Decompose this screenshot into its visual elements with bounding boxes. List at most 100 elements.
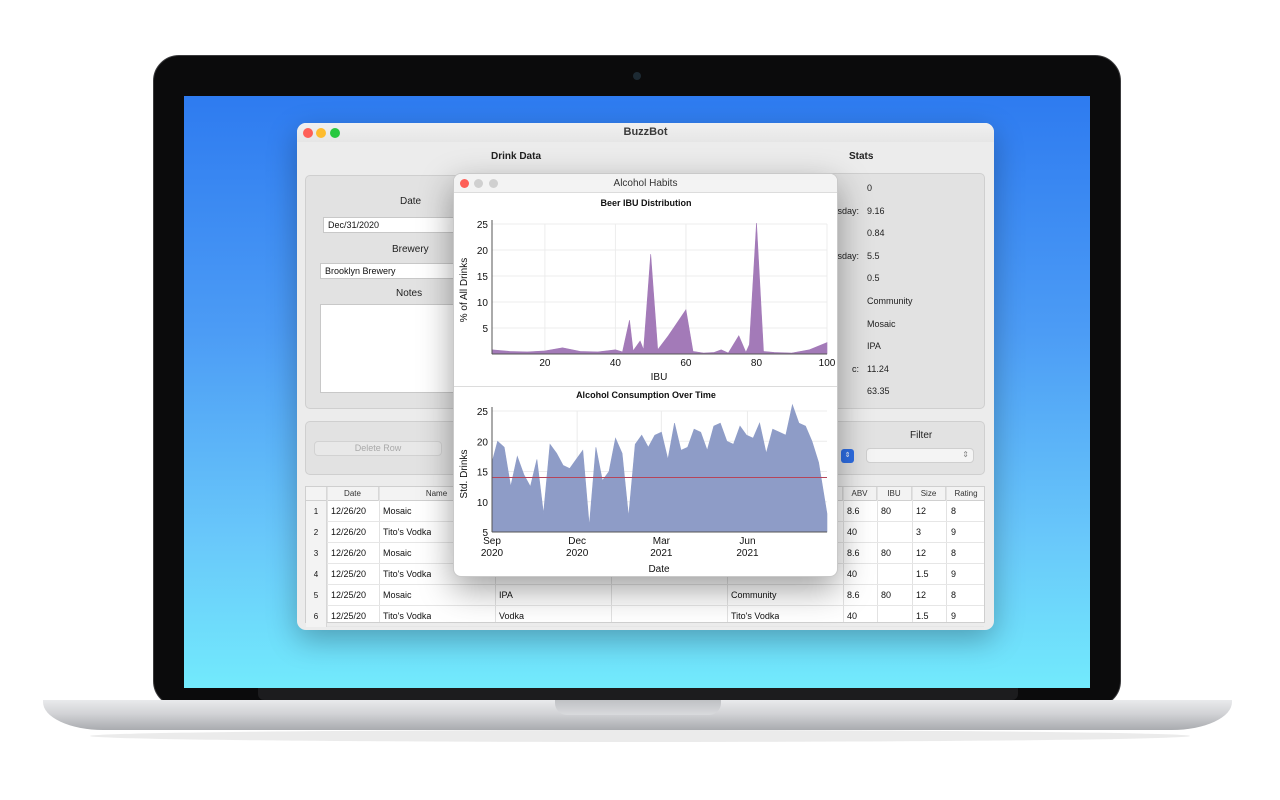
column-header-date[interactable]: Date bbox=[327, 487, 379, 501]
table-cell-rating[interactable]: 8 bbox=[951, 506, 957, 516]
table-cell-type[interactable]: Vodka bbox=[499, 611, 525, 621]
table-cell-date[interactable]: 12/26/20 bbox=[331, 506, 367, 516]
chevron-updown-icon: ⇕ bbox=[962, 450, 969, 459]
minimize-button[interactable] bbox=[316, 128, 326, 138]
row-number[interactable]: 1 bbox=[306, 501, 327, 522]
table-cell-size[interactable]: 12 bbox=[916, 506, 927, 516]
table-row[interactable]: 6 12/25/20 Tito's Vodka Vodka Tito's Vodka 40… bbox=[306, 606, 984, 627]
x-tick-label: Dec 2020 bbox=[566, 536, 589, 559]
column-select-stepper[interactable]: ⇕ bbox=[841, 449, 854, 463]
filter-label: Filter bbox=[910, 430, 933, 441]
table-cell-rating[interactable]: 9 bbox=[951, 611, 957, 621]
table-cell-rating[interactable]: 9 bbox=[951, 569, 957, 579]
stat-value: 11.24 bbox=[867, 363, 889, 374]
camera-icon bbox=[633, 72, 641, 80]
close-button[interactable] bbox=[303, 128, 313, 138]
table-cell-name[interactable]: Tito's Vodka bbox=[383, 611, 432, 621]
date-label: Date bbox=[400, 196, 422, 207]
table-cell-brewery[interactable]: Tito's Vodka bbox=[731, 611, 780, 621]
table-cell-name[interactable]: Mosaic bbox=[383, 548, 412, 558]
stat-value: 0 bbox=[867, 183, 873, 193]
chart-divider bbox=[454, 386, 837, 387]
table-row[interactable]: 5 12/25/20 Mosaic IPA Community 8.6 80 12 8 bbox=[306, 585, 984, 606]
table-cell-abv[interactable]: 40 bbox=[847, 611, 858, 621]
table-cell-abv[interactable]: 8.6 bbox=[847, 506, 860, 516]
x-axis-label: Date bbox=[648, 564, 670, 575]
table-cell-rating[interactable]: 8 bbox=[951, 548, 957, 558]
row-number[interactable]: 2 bbox=[306, 522, 327, 543]
y-tick-label: 5 bbox=[482, 528, 488, 539]
table-cell-date[interactable]: 12/25/20 bbox=[331, 569, 367, 579]
column-header-abv[interactable]: ABV bbox=[843, 487, 877, 501]
column-divider bbox=[912, 487, 913, 622]
table-cell-date[interactable]: 12/26/20 bbox=[331, 527, 367, 537]
table-cell-size[interactable]: 3 bbox=[916, 527, 922, 537]
column-divider bbox=[877, 487, 878, 622]
y-tick-label: 25 bbox=[477, 220, 489, 231]
table-cell-name[interactable]: Tito's Vodka bbox=[383, 569, 432, 579]
column-header-rating[interactable]: Rating bbox=[954, 489, 978, 498]
row-number[interactable]: 6 bbox=[306, 606, 327, 627]
y-tick-label: 15 bbox=[477, 272, 489, 283]
window-title: BuzzBot bbox=[623, 126, 668, 138]
column-header-brewery[interactable] bbox=[727, 487, 843, 501]
stat-value: 63.35 bbox=[867, 386, 890, 397]
laptop-hinge bbox=[258, 688, 1018, 700]
table-cell-abv[interactable]: 40 bbox=[847, 527, 858, 537]
table-cell-brewery[interactable]: Community bbox=[731, 590, 777, 600]
table-cell-name[interactable]: Mosaic bbox=[383, 506, 412, 516]
x-axis-label: IBU bbox=[651, 372, 668, 383]
popup-minimize-button[interactable] bbox=[474, 179, 483, 188]
popup-zoom-button[interactable] bbox=[489, 179, 498, 188]
column-header-ibu[interactable]: IBU bbox=[877, 487, 912, 501]
column-header-size[interactable]: Size bbox=[912, 487, 946, 501]
table-cell-size[interactable]: 1.5 bbox=[916, 569, 929, 579]
x-tick-label: 20 bbox=[539, 358, 551, 369]
row-number[interactable]: 4 bbox=[306, 564, 327, 585]
popup-close-button[interactable] bbox=[460, 179, 469, 188]
table-cell-ibu[interactable]: 80 bbox=[881, 590, 892, 600]
popup-title: Alcohol Habits bbox=[613, 178, 678, 189]
stats-title: Stats bbox=[849, 151, 874, 162]
stat-value: 0.5 bbox=[867, 273, 880, 284]
y-tick-label: 20 bbox=[477, 437, 489, 448]
zoom-button[interactable] bbox=[330, 128, 340, 138]
popup-titlebar[interactable]: Alcohol Habits bbox=[454, 174, 837, 193]
table-cell-ibu[interactable]: 80 bbox=[881, 506, 892, 516]
x-tick-label: Mar 2021 bbox=[650, 536, 673, 559]
column-divider bbox=[843, 487, 844, 622]
y-tick-label: 25 bbox=[477, 407, 489, 418]
x-tick-label: Jun 2021 bbox=[736, 536, 759, 559]
y-tick-label: 10 bbox=[477, 298, 489, 309]
row-number[interactable]: 3 bbox=[306, 543, 327, 564]
table-cell-name[interactable]: Mosaic bbox=[383, 590, 412, 600]
row-number[interactable]: 5 bbox=[306, 585, 327, 606]
table-cell-name[interactable]: Tito's Vodka bbox=[383, 527, 432, 537]
table-cell-date[interactable]: 12/26/20 bbox=[331, 548, 367, 558]
x-tick-label: 60 bbox=[680, 358, 692, 369]
table-cell-ibu[interactable]: 80 bbox=[881, 548, 892, 558]
table-cell-size[interactable]: 12 bbox=[916, 548, 927, 558]
table-cell-size[interactable]: 1.5 bbox=[916, 611, 929, 621]
y-tick-label: 10 bbox=[477, 498, 489, 509]
y-axis-label: Std. Drinks bbox=[459, 450, 470, 499]
table-cell-rating[interactable]: 9 bbox=[951, 527, 957, 537]
table-cell-date[interactable]: 12/25/20 bbox=[331, 590, 367, 600]
table-cell-abv[interactable]: 8.6 bbox=[847, 548, 860, 558]
window-titlebar[interactable]: BuzzBot bbox=[297, 123, 994, 142]
chart-title: Beer IBU Distribution bbox=[600, 198, 691, 208]
delete-row-button[interactable]: Delete Row bbox=[314, 441, 442, 456]
x-tick-label: 80 bbox=[751, 358, 763, 369]
table-cell-size[interactable]: 12 bbox=[916, 590, 927, 600]
filter-combobox[interactable]: ⇕ bbox=[866, 448, 974, 463]
ibu-area-series bbox=[491, 222, 828, 355]
laptop-shadow bbox=[90, 730, 1190, 742]
ticks: 5 10 15 20 25 Sep 2020 Dec 2020 Mar 2021 Jun 2021 bbox=[477, 407, 827, 559]
table-cell-abv[interactable]: 40 bbox=[847, 569, 858, 579]
ticks: 5 10 15 20 25 20 40 60 80 100 bbox=[477, 220, 836, 369]
table-cell-abv[interactable]: 8.6 bbox=[847, 590, 860, 600]
table-cell-rating[interactable]: 8 bbox=[951, 590, 957, 600]
table-cell-type[interactable]: IPA bbox=[499, 590, 513, 600]
table-cell-date[interactable]: 12/25/20 bbox=[331, 611, 367, 621]
